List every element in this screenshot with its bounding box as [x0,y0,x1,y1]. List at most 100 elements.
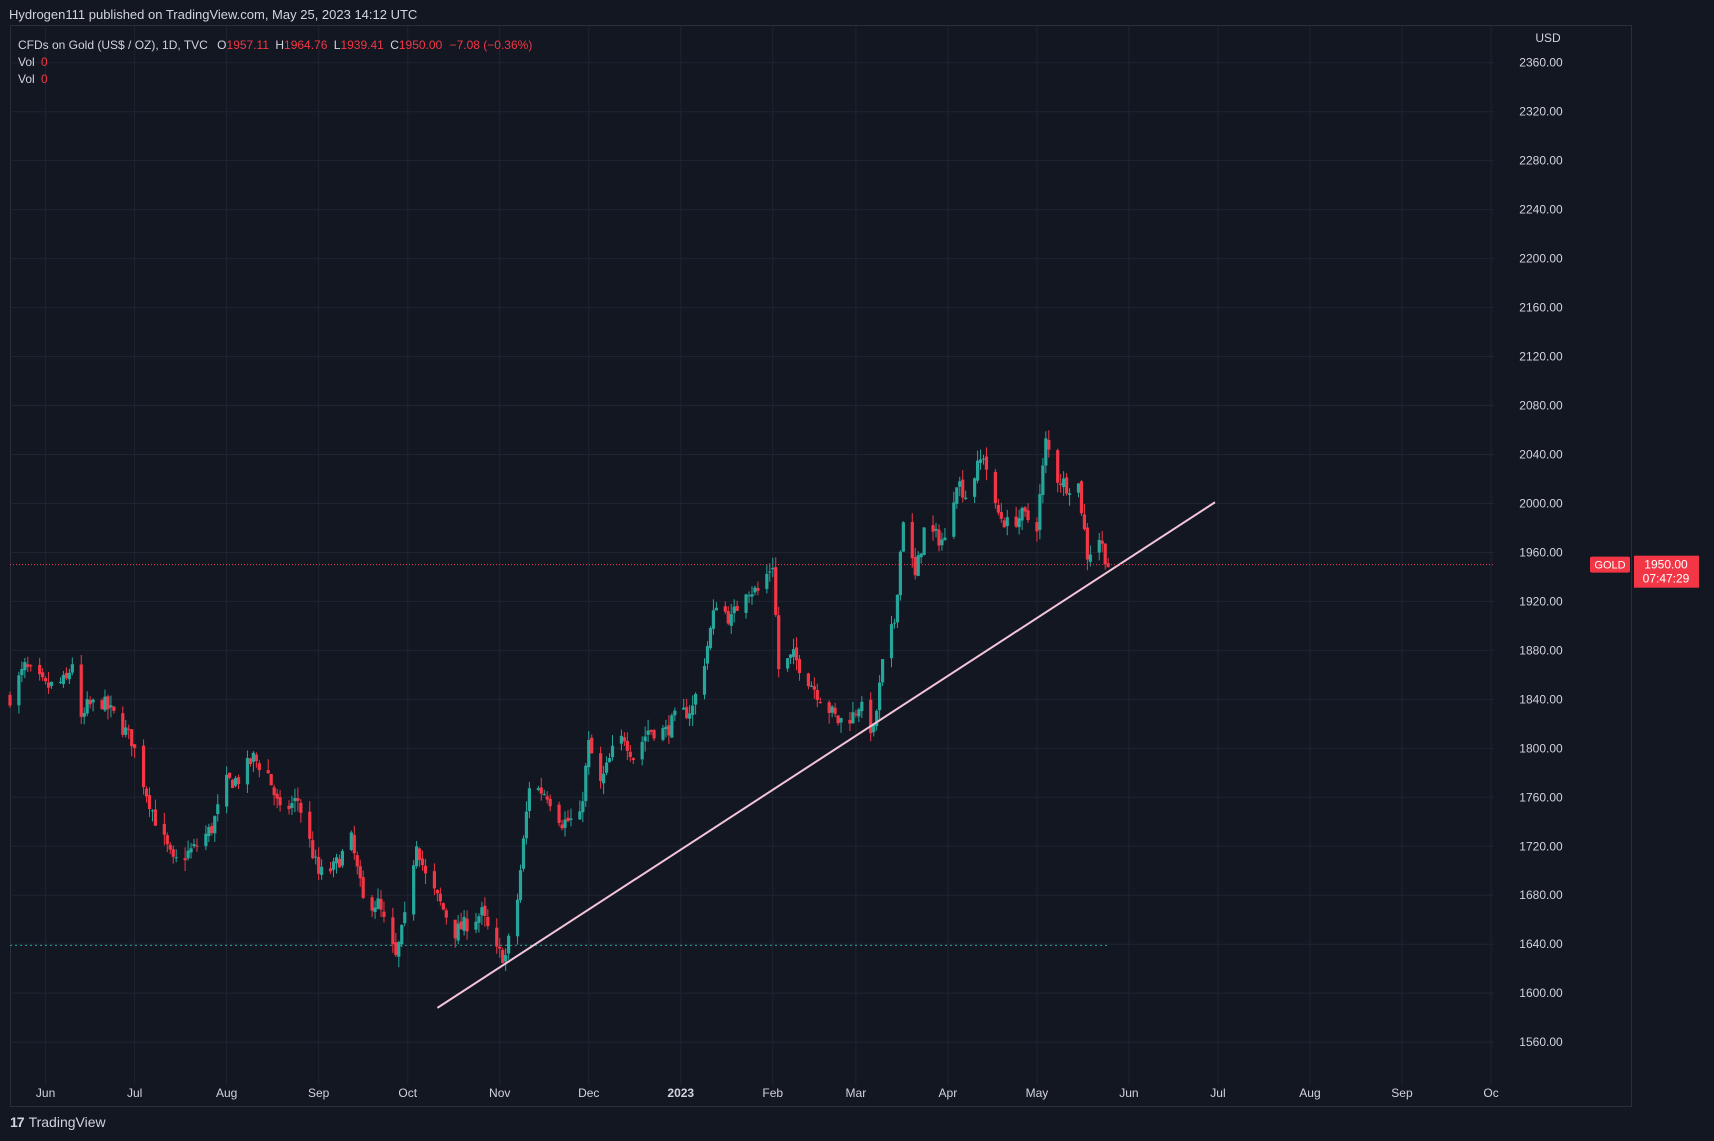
candle [459,912,463,930]
candle-body [999,512,1003,519]
candle-body [955,487,959,504]
candle-body [376,898,380,909]
candle [38,657,42,681]
candle [860,696,864,718]
candle-body [183,858,187,861]
y-tick-label: 2320.00 [1519,105,1563,119]
candle [1005,509,1009,536]
candle-body [815,689,819,701]
candle [465,910,469,940]
candle-body [560,824,564,829]
candle-body [646,730,650,735]
candle [296,787,300,812]
candle [67,668,71,684]
candle [435,889,439,902]
candle-body [569,818,573,820]
candle [474,912,478,934]
candle [688,704,692,727]
candle [1085,523,1089,571]
candle-body [1059,483,1063,486]
candle [602,765,606,795]
candle-body [397,942,401,957]
price-badge-value: 1950.00 [1644,558,1688,572]
candle-body [590,737,594,754]
candle [872,723,876,737]
candle-body [293,798,297,802]
candle [839,717,843,733]
candle [314,849,318,865]
candle [370,894,374,918]
candle-body [435,890,439,894]
candle-body [144,788,149,797]
candle [913,547,917,580]
candle [848,711,852,732]
candle [833,702,837,718]
candle-body [308,811,312,839]
candle [975,450,980,484]
candle [619,729,624,751]
y-tick-label: 1960.00 [1519,545,1563,559]
candle-body [61,674,66,685]
candle-body [910,522,914,559]
candle-body [287,805,291,810]
candle-body [373,907,377,912]
candle [729,604,733,634]
candle [44,676,48,685]
candle-body [379,898,383,910]
candle [46,672,51,694]
candle [643,726,647,752]
candle-body [254,754,258,762]
y-tick-label: 1760.00 [1519,790,1563,804]
candle [415,840,419,869]
candle [293,788,297,813]
candle [869,692,873,742]
candle [498,937,502,958]
candle [124,719,128,738]
x-tick-label: Oc [1483,1086,1498,1100]
candle [940,532,944,551]
candle-body [403,912,407,924]
candle-body [245,757,250,785]
candle-body [937,529,941,546]
candle [901,521,905,552]
candle [1079,480,1084,516]
candle-body [708,628,713,649]
candle [308,801,312,848]
candle-body [827,702,831,713]
candle-body [370,897,374,911]
candle-body [1038,494,1042,530]
candle [984,447,989,481]
candle-body [1062,478,1066,488]
candle-body [723,606,727,612]
candle-body [539,787,543,794]
candle [82,707,86,725]
candle [539,777,543,801]
candle-body [973,478,977,497]
candle [1097,533,1101,561]
candle [453,919,457,948]
candle-body [58,681,63,683]
candle [233,775,238,788]
candle [857,707,861,723]
candle-body [266,770,270,774]
candle-body [619,735,624,744]
candle [563,811,567,837]
candle-body [453,919,457,939]
candle [934,522,938,538]
candle [705,641,710,670]
candle-body [423,865,428,874]
candle [661,725,665,742]
candle-body [753,587,757,593]
candle-body [49,681,54,686]
candle [1026,503,1030,523]
candle-body [1097,539,1101,553]
candle [996,498,1000,516]
candle [349,830,353,852]
tradingview-branding[interactable]: 17 TradingView [10,1114,106,1130]
candle [1067,488,1072,506]
candle [1103,543,1107,570]
legend-close-label: C [390,38,399,52]
candle-body [791,649,796,657]
candle [141,739,146,795]
